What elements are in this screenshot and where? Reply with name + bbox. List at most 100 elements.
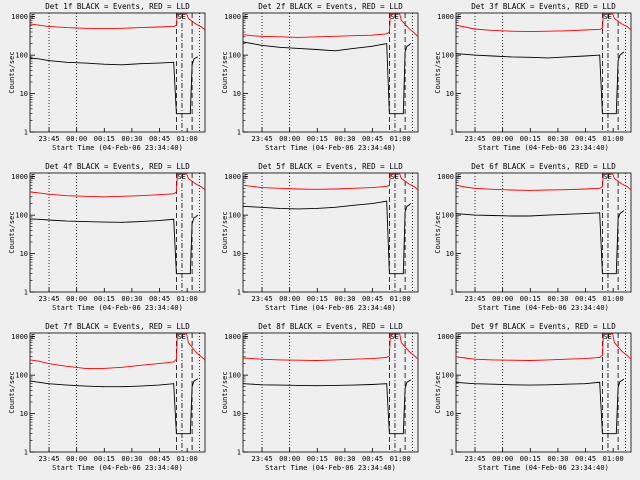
series-point xyxy=(386,200,388,202)
series-point xyxy=(186,333,188,335)
series-point xyxy=(193,58,195,60)
series-point xyxy=(353,384,354,386)
series-point xyxy=(386,43,388,44)
series-point xyxy=(121,221,123,223)
series-point xyxy=(615,273,617,275)
series-point xyxy=(529,384,531,386)
series-point xyxy=(158,62,160,64)
series-point xyxy=(121,366,123,368)
series-point xyxy=(401,20,402,21)
series-point xyxy=(529,31,531,32)
x-tick-label: 00:00 xyxy=(492,295,513,303)
plot-frame xyxy=(29,172,206,293)
series-point xyxy=(140,221,141,222)
y-tick-label: 10 xyxy=(446,250,454,258)
series-point xyxy=(619,213,621,214)
series-point xyxy=(103,63,105,65)
series-point xyxy=(316,360,318,361)
x-tick-label: 00:30 xyxy=(334,295,355,303)
series-point xyxy=(413,355,415,357)
series-point xyxy=(353,204,354,206)
series-point xyxy=(38,24,40,26)
series-point xyxy=(474,214,475,216)
series-point xyxy=(584,55,586,57)
x-tick-label: 00:15 xyxy=(520,455,541,463)
y-tick-label: 1000 xyxy=(437,173,454,181)
series-point xyxy=(406,45,408,47)
series-point xyxy=(158,220,160,221)
y-tick-label: 1000 xyxy=(224,173,241,181)
region-label-se: SE xyxy=(177,333,185,341)
y-tick-label: 1 xyxy=(450,289,454,297)
x-tick-label: 23:45 xyxy=(464,135,485,143)
series-point xyxy=(200,186,202,188)
x-axis-label: Start Time (04-Feb-06 23:34:40) xyxy=(52,304,183,312)
series-point xyxy=(297,37,299,38)
series-point xyxy=(408,350,410,352)
x-tick-label: 00:30 xyxy=(547,135,568,143)
y-tick-label: 10 xyxy=(20,250,28,258)
series-point xyxy=(404,388,406,389)
y-tick-label: 1 xyxy=(237,449,241,457)
series-point xyxy=(188,342,189,344)
y-tick-label: 10 xyxy=(20,90,28,98)
series-point xyxy=(599,187,601,189)
series-point xyxy=(48,60,49,61)
series-point xyxy=(353,48,354,49)
series-point xyxy=(191,223,193,225)
series-point xyxy=(353,187,354,189)
series-point xyxy=(492,383,494,385)
plot-title: Det 5f BLACK = Events, RED = LLD xyxy=(258,162,403,171)
series-point xyxy=(474,383,475,385)
series-point xyxy=(615,113,617,115)
x-tick-label: 00:15 xyxy=(520,295,541,303)
detector-plot-7: Det 7f BLACK = Events, RED = LLDESE11010… xyxy=(8,322,206,472)
series-point xyxy=(200,356,202,358)
x-tick-label: 23:45 xyxy=(251,135,272,143)
y-tick-label: 1 xyxy=(450,449,454,457)
y-axis-label: Counts/sec xyxy=(434,211,442,253)
series-point xyxy=(261,206,262,208)
y-tick-label: 1000 xyxy=(224,333,241,341)
x-axis-label: Start Time (04-Feb-06 23:34:40) xyxy=(52,144,183,152)
x-tick-label: 00:45 xyxy=(149,295,170,303)
series-point xyxy=(474,187,475,189)
series-point xyxy=(316,36,318,38)
series-point xyxy=(173,383,175,385)
series-point xyxy=(404,51,406,53)
series-point xyxy=(316,49,318,50)
series-point xyxy=(510,30,512,32)
series-point xyxy=(602,433,603,435)
series-line-events-black xyxy=(242,200,411,275)
y-tick-label: 100 xyxy=(228,212,241,220)
plot-frame xyxy=(455,172,632,293)
series-point xyxy=(614,178,615,179)
series-point xyxy=(599,381,601,383)
series-point xyxy=(619,381,621,382)
x-tick-label: 01:00 xyxy=(177,455,198,463)
y-tick-label: 10 xyxy=(233,250,241,258)
x-tick-label: 00:30 xyxy=(121,295,142,303)
series-point xyxy=(251,358,253,359)
series-point xyxy=(492,55,494,57)
series-point xyxy=(455,24,457,26)
plot-frame xyxy=(455,332,632,453)
x-tick-label: 01:00 xyxy=(603,295,624,303)
series-point xyxy=(173,61,175,63)
region-label-se: SE xyxy=(390,13,398,21)
series-point xyxy=(547,30,549,32)
y-axis-label: Counts/sec xyxy=(221,211,229,253)
series-point xyxy=(389,433,390,435)
series-point xyxy=(261,358,262,360)
x-axis-label: Start Time (04-Feb-06 23:34:40) xyxy=(265,144,396,152)
series-point xyxy=(464,357,466,359)
series-point xyxy=(140,63,141,65)
series-point xyxy=(402,273,404,275)
series-point xyxy=(599,357,601,358)
series-point xyxy=(399,173,400,175)
x-tick-label: 00:00 xyxy=(66,295,87,303)
y-tick-label: 100 xyxy=(15,52,28,60)
series-point xyxy=(566,56,567,58)
x-tick-label: 00:00 xyxy=(279,135,300,143)
x-tick-label: 01:00 xyxy=(177,135,198,143)
